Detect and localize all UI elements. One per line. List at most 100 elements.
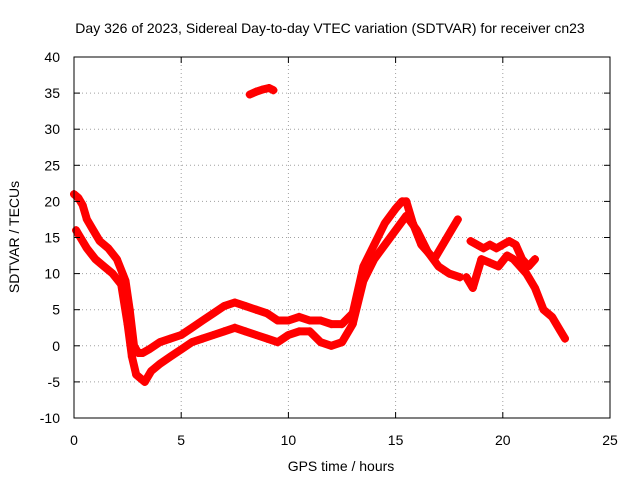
y-tick-label: 20 [44, 193, 60, 209]
data-point [295, 327, 304, 336]
y-tick-label: 0 [52, 338, 60, 354]
data-point [155, 359, 164, 368]
data-point [273, 316, 282, 325]
data-point [548, 312, 557, 321]
y-tick-label: 25 [44, 157, 60, 173]
data-point [166, 334, 175, 343]
data-point [136, 374, 145, 383]
data-point [485, 258, 494, 267]
y-tick-label: 30 [44, 121, 60, 137]
data-point [515, 262, 524, 271]
data-point [485, 240, 494, 249]
data-point [556, 327, 565, 336]
data-point [530, 284, 539, 293]
data-point [522, 269, 531, 278]
x-tick-label: 0 [70, 432, 78, 448]
data-point [473, 240, 482, 249]
data-point [104, 244, 113, 253]
data-point [209, 330, 218, 339]
x-tick-label: 20 [495, 432, 511, 448]
data-series [70, 84, 569, 386]
data-point [252, 305, 261, 314]
data-point [518, 255, 527, 264]
y-tick-label: 40 [44, 49, 60, 65]
data-point [509, 255, 518, 264]
data-point [220, 302, 229, 311]
data-point [380, 240, 389, 249]
data-point [187, 338, 196, 347]
data-point [252, 330, 261, 339]
data-point [273, 338, 282, 347]
data-point [132, 370, 141, 379]
data-point [338, 338, 346, 347]
data-point [258, 85, 267, 94]
data-point [505, 237, 514, 246]
data-point [391, 226, 400, 235]
data-point [138, 349, 147, 358]
data-point [166, 352, 175, 361]
data-point [453, 215, 462, 224]
data-point [245, 90, 254, 99]
data-point [348, 320, 357, 329]
data-point [123, 320, 132, 329]
data-point [560, 334, 569, 343]
data-point [359, 276, 368, 285]
x-tick-label: 15 [388, 432, 404, 448]
data-point [127, 352, 136, 361]
series-isolated-segment [245, 84, 278, 99]
data-point [187, 323, 196, 332]
data-point [498, 240, 507, 249]
data-point [413, 226, 422, 235]
data-point [112, 255, 121, 264]
chart-title: Day 326 of 2023, Sidereal Day-to-day VTE… [75, 20, 585, 36]
y-tick-label: 35 [44, 85, 60, 101]
data-point [140, 377, 149, 386]
data-point [402, 211, 411, 220]
x-tick-label: 10 [281, 432, 297, 448]
data-point [147, 367, 156, 376]
data-point [198, 316, 207, 325]
y-tick-label: 5 [52, 302, 60, 318]
data-point [468, 284, 477, 293]
data-point [492, 244, 501, 253]
data-point [220, 327, 229, 336]
data-point [241, 302, 250, 311]
data-point [423, 247, 432, 256]
data-point [74, 193, 83, 202]
data-point [230, 298, 239, 307]
data-point [155, 338, 164, 347]
data-point [338, 320, 346, 329]
data-point [230, 323, 239, 332]
data-point [89, 226, 98, 235]
data-point [530, 255, 539, 264]
data-point [391, 204, 400, 213]
data-point [462, 273, 471, 282]
data-point [466, 237, 475, 246]
y-tick-label: -5 [48, 374, 61, 390]
data-point [477, 255, 486, 264]
series-late-segment-b [462, 251, 569, 343]
data-point [78, 201, 87, 210]
x-tick-label: 25 [602, 432, 618, 448]
data-point [305, 316, 314, 325]
y-axis-label: SDTVAR / TECUs [6, 181, 22, 293]
y-tick-label: 10 [44, 266, 60, 282]
data-point [295, 312, 304, 321]
y-tick-label: -10 [40, 410, 60, 426]
data-point [82, 215, 91, 224]
series-lower-track [72, 211, 464, 386]
data-point [524, 262, 533, 271]
data-point [438, 240, 447, 249]
series-trace [72, 211, 464, 386]
data-point [95, 237, 104, 246]
data-point [145, 345, 154, 354]
data-point [434, 262, 443, 271]
data-point [241, 327, 250, 336]
x-axis-label: GPS time / hours [288, 458, 395, 474]
data-point [72, 226, 81, 235]
data-point [370, 255, 379, 264]
data-point [494, 262, 503, 271]
x-tick-label: 5 [177, 432, 185, 448]
data-point [479, 244, 488, 253]
